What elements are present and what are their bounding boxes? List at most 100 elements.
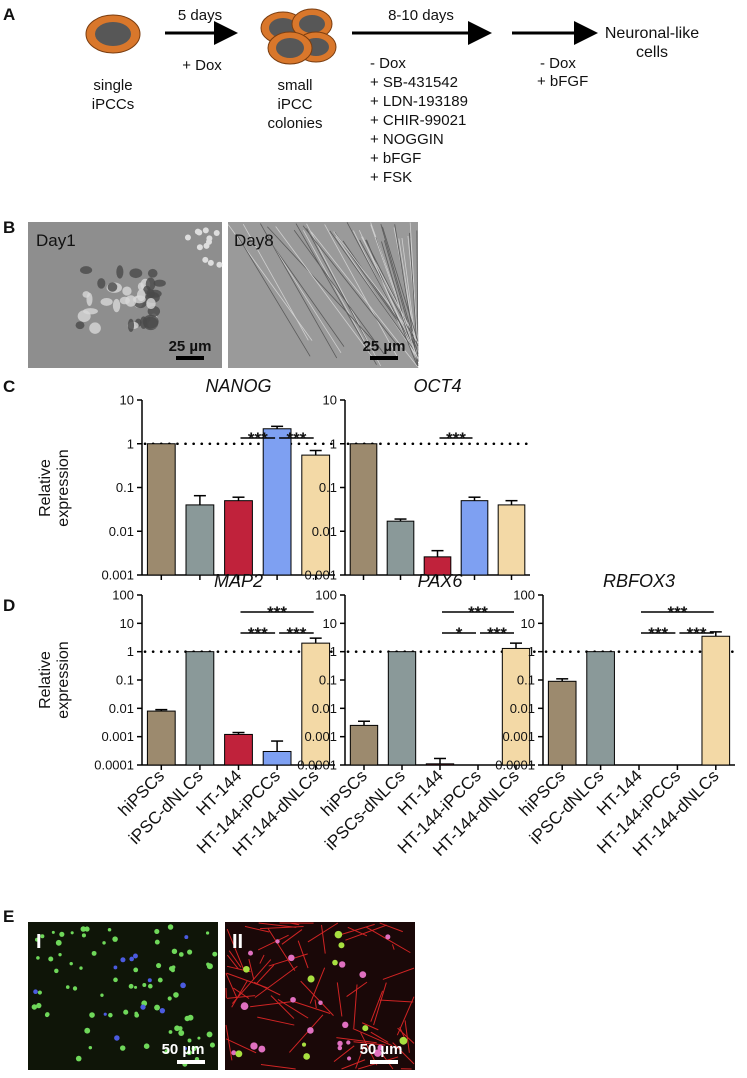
cell-dot [187,1038,192,1043]
neurite [379,922,403,933]
neurite [275,226,374,358]
cell-dot [37,990,42,995]
stage-text: single [93,77,132,94]
cell-dot [178,1026,183,1031]
panel-letter: E [3,907,14,926]
cell-dot [318,1000,323,1005]
cell-dot [240,1002,249,1011]
cell-dot [36,956,40,960]
cell-shape [100,297,113,306]
significance-label: *** [267,603,287,622]
y-tick-label: 1 [127,644,134,659]
cell-dot [180,982,186,989]
y-tick-label: 0.01 [312,701,337,716]
cell-dot [334,930,343,939]
cell-dot [114,1035,120,1041]
neurite [225,1038,257,1054]
chart-title: OCT4 [413,376,461,396]
neurite [314,999,317,1009]
cell-shape [89,322,101,334]
neurite [228,950,242,968]
cell-dot [31,1004,38,1010]
cell-dot [359,971,367,978]
neurite [289,1014,324,1053]
scale-label: 50 µm [162,1041,205,1058]
cell-dot [89,1012,95,1018]
neurite [336,982,343,1017]
bar [497,504,526,576]
cell-shape [97,278,106,289]
cell-dot [157,977,163,983]
bar [262,750,292,766]
cell-dot [48,956,54,962]
neurite [361,236,419,343]
colony-icon [260,8,337,65]
cell-dot [338,942,345,949]
y-tick-label: 0.0001 [94,758,134,773]
neurite [380,223,419,355]
neurite [370,1031,389,1043]
scale-label: 25 µm [363,338,406,355]
cell-dot [205,931,210,935]
neurite [329,230,419,357]
cell-dot [36,1002,42,1009]
chart-title: PAX6 [418,571,464,591]
cell-dot [59,931,65,937]
neurite [353,984,358,1029]
treatment-text: + NOGGIN [370,131,444,148]
neurite [310,231,419,368]
neurite [345,924,387,941]
cell-shape [153,279,166,287]
scale-label: 50 µm [360,1041,403,1058]
cell-dot [84,1027,91,1034]
cell-dot [133,953,138,959]
panel-letter: C [3,377,15,396]
cell-dot [187,1014,194,1021]
error-bar [232,496,245,501]
neurite [226,954,239,970]
cell-dot [337,1040,343,1047]
cell-dot [55,939,62,946]
bar [386,520,415,576]
cell-dot [197,1036,201,1040]
error-bar [431,549,444,557]
panel-letter: D [3,596,15,615]
cell-dot [164,1049,170,1054]
cell-dot [187,949,193,955]
cell-dot [184,935,189,940]
cell-dot [212,951,218,957]
cell-shape [207,259,214,266]
y-tick-label: 1 [127,436,134,451]
treatment-text: + CHIR-99021 [370,112,466,129]
bar [387,651,417,766]
cell-dot [183,1046,188,1051]
y-tick-label: 10 [521,616,535,631]
stage-text: Neuronal-like [605,25,699,42]
cell-dot [303,1053,310,1060]
cell-dot [290,996,296,1003]
neurite [394,224,419,366]
error-bar [232,731,245,735]
bar [301,454,331,576]
treatment-text: - Dox [370,55,406,72]
cell-shape [145,277,156,291]
neurite [370,224,419,361]
cell-shape [147,268,158,278]
neurite [303,230,368,347]
cell-dot [140,1004,146,1010]
neurite [267,226,376,344]
cell-shape [129,268,143,279]
cell-shape [202,256,209,263]
neurite [258,922,297,928]
y-tick-label: 0.001 [304,729,337,744]
bar [425,763,455,766]
y-tick-label: 0.001 [304,568,337,583]
neurite [339,923,375,936]
cell-dot [337,1045,343,1051]
cell-dot [54,968,59,974]
neurite [398,238,419,360]
cell-dot [377,1044,384,1051]
cell-dot [128,983,134,989]
stage-text: iPCC [277,96,312,113]
